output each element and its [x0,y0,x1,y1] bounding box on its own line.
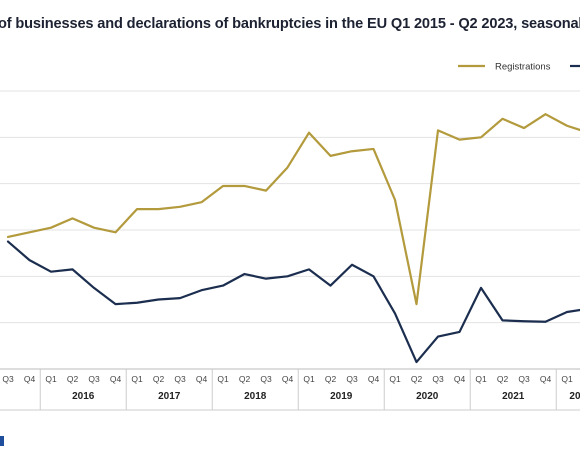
x-tick-label: Q2 [325,374,337,384]
x-tick-label: Q4 [368,374,380,384]
x-axis: Q3 Q4 Q1 Q2 Q3 Q4 Q1 Q2 Q3 Q4 Q1 Q2 Q3 Q4 Q1 Q2 Q3 Q4 Q1 Q2… [0,368,580,411]
x-tick-label: Q1 [389,374,401,384]
legend: Registrations [458,62,580,73]
x-tick-label: Q4 [196,374,208,384]
x-tick-label: Q1 [131,374,143,384]
x-tick-label: Q4 [540,374,552,384]
x-tick-label: Q3 [174,374,186,384]
series-line-bankruptcies [6,240,580,364]
x-year-label: 2016 [72,391,95,402]
x-tick-label: Q1 [303,374,315,384]
x-tick-label: Q3 [260,374,272,384]
x-tick-label: Q2 [153,374,165,384]
x-tick-label: Q1 [217,374,229,384]
x-tick-label: Q3 [432,374,444,384]
x-tick-label: Q2 [411,374,423,384]
x-year-label: 2021 [502,391,525,402]
x-year-label: 2019 [330,391,353,402]
x-year-label: 202 [569,391,580,402]
x-tick-label: Q3 [346,374,358,384]
x-tick-label: Q2 [67,374,79,384]
x-year-label: 2020 [416,391,439,402]
x-tick-label: Q3 [518,374,530,384]
x-tick-label: Q4 [110,374,122,384]
x-tick-label: Q3 [2,374,14,384]
x-tick-label: Q4 [282,374,294,384]
x-tick-label: Q1 [45,374,57,384]
x-tick-label: Q1 [475,374,487,384]
x-tick-label: Q1 [561,374,573,384]
x-tick-label: Q2 [239,374,251,384]
eu-logo-fragment [0,436,4,446]
legend-label-registrations: Registrations [495,62,551,73]
series-line-registrations [6,113,580,306]
x-year-label: 2018 [244,391,267,402]
x-tick-label: Q3 [88,374,100,384]
x-tick-label: Q4 [24,374,36,384]
series-lines [6,113,580,364]
x-tick-label: Q4 [454,374,466,384]
chart-title: of businesses and declarations of bankru… [0,16,580,32]
x-tick-label: Q2 [497,374,509,384]
x-year-label: 2017 [158,391,181,402]
